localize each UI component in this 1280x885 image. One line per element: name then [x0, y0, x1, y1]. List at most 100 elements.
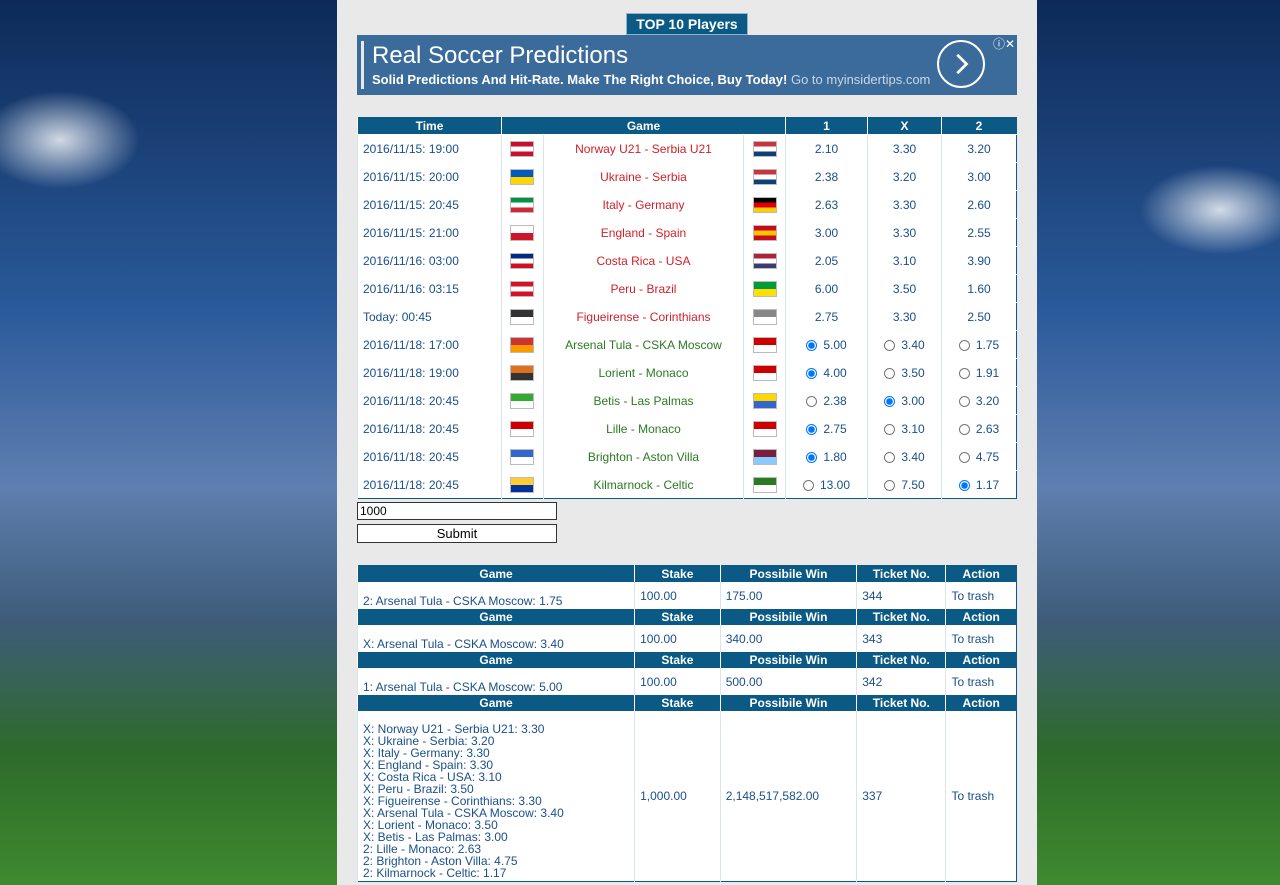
column-header: Stake — [634, 695, 721, 711]
ticket-row: X: Norway U21 - Serbia U21: 3.30 X: Ukrai… — [356, 711, 1017, 881]
ticket-action[interactable]: To trash — [945, 625, 1017, 652]
odd-cell: 3.30 — [867, 302, 942, 331]
odd-radio[interactable] — [806, 339, 818, 351]
match-row: 2016/11/16: 03:00 Costa Rica - USA 2.05 3.1… — [357, 246, 1017, 275]
team-flag — [510, 392, 535, 409]
odd-radio[interactable] — [884, 479, 896, 491]
ticket-game: X: Arsenal Tula - CSKA Moscow: 3.40 — [363, 637, 564, 651]
ticket-number: 344 — [856, 582, 946, 609]
ticket-game: X: Figueirense - Corinthians: 3.30 — [363, 793, 542, 808]
team-flag — [510, 364, 535, 381]
match-time: 2016/11/18: 20:45 — [357, 386, 502, 415]
top-players-button[interactable]: TOP 10 Players — [626, 13, 748, 35]
odd-radio[interactable] — [806, 451, 818, 463]
column-header: Ticket No. — [856, 565, 946, 582]
odd-radio[interactable] — [884, 367, 896, 379]
column-header: Action — [945, 609, 1017, 625]
odd-cell: 2.38 — [785, 162, 868, 191]
ad-close[interactable]: ⓘ✕ — [992, 37, 1015, 51]
odd-cell: 2.38 — [785, 386, 868, 415]
odd-value: 1.60 — [967, 281, 991, 296]
ticket-win: 500.00 — [719, 668, 857, 695]
odd-radio[interactable] — [884, 395, 896, 407]
ticket-action[interactable]: To trash — [945, 668, 1017, 695]
odd-cell: 1.91 — [941, 358, 1017, 387]
ticket-number: 342 — [856, 668, 946, 695]
home-flag-cell — [501, 218, 544, 247]
match-row: 2016/11/18: 20:45 Betis - Las Palmas 2.38 3… — [357, 386, 1017, 415]
match-game: Ukraine - Serbia — [542, 162, 744, 191]
odd-value: 1.80 — [823, 449, 847, 464]
match-time: 2016/11/16: 03:00 — [357, 246, 502, 275]
match-row: Today: 00:45 Figueirense - Corinthians 2.7… — [357, 302, 1017, 331]
ticket-games: X: Arsenal Tula - CSKA Moscow: 3.40 — [356, 625, 635, 652]
odd-cell: 2.63 — [785, 190, 868, 219]
ticket-game: 2: Brighton - Aston Villa: 4.75 — [363, 853, 518, 868]
away-flag-cell — [743, 414, 786, 443]
column-header: Stake — [634, 565, 721, 582]
match-row: 2016/11/18: 20:45 Kilmarnock - Celtic 13.0… — [357, 470, 1017, 499]
odd-cell: 3.00 — [785, 218, 868, 247]
odd-radio[interactable] — [958, 367, 970, 379]
away-flag-cell — [743, 358, 786, 387]
odd-value: 2.63 — [975, 421, 1000, 436]
odd-radio[interactable] — [958, 451, 970, 463]
odd-radio[interactable] — [884, 423, 896, 435]
home-flag-cell — [501, 386, 544, 415]
ticket-game: X: Italy - Germany: 3.30 — [363, 745, 490, 760]
odd-cell: 3.90 — [941, 246, 1017, 275]
odd-cell: 3.00 — [941, 162, 1017, 191]
odd-radio[interactable] — [958, 339, 970, 351]
odd-value: 3.00 — [967, 169, 991, 184]
odd-cell: 1.17 — [941, 470, 1017, 499]
ticket-header-row: Game Stake Possibile Win Ticket No. Action — [356, 652, 1017, 668]
submit-button[interactable]: Submit — [357, 524, 557, 543]
team-flag — [510, 140, 535, 157]
match-game: England - Spain — [542, 218, 744, 247]
away-flag-cell — [743, 274, 786, 303]
odd-value: 2.38 — [823, 393, 847, 408]
column-header: Possibile Win — [719, 652, 857, 668]
ad-title: Real Soccer Predictions — [372, 42, 629, 69]
match-time: 2016/11/15: 19:00 — [357, 134, 502, 163]
home-flag-cell — [501, 330, 544, 359]
odd-radio[interactable] — [884, 339, 896, 351]
odd-cell: 3.20 — [941, 386, 1017, 415]
ticket-number: 343 — [856, 625, 946, 652]
home-flag-cell — [501, 442, 544, 471]
ad-banner[interactable]: Real Soccer Predictions Solid Prediction… — [357, 35, 1017, 95]
odd-value: 13.00 — [819, 477, 851, 492]
home-flag-cell — [501, 162, 544, 191]
odd-radio[interactable] — [806, 367, 818, 379]
odd-value: 3.00 — [901, 393, 925, 408]
match-row: 2016/11/15: 19:00 Norway U21 - Serbia U21… — [357, 134, 1017, 163]
match-time: 2016/11/18: 19:00 — [357, 358, 502, 387]
odd-value: 2.75 — [823, 421, 847, 436]
ad-arrow[interactable] — [937, 40, 985, 88]
odd-value: 2.75 — [814, 309, 839, 324]
ticket-action[interactable]: To trash — [945, 582, 1017, 609]
ticket-win: 2,148,517,582.00 — [719, 711, 857, 881]
ticket-action[interactable]: To trash — [945, 711, 1017, 881]
odd-radio[interactable] — [806, 395, 818, 407]
odd-value: 3.20 — [967, 141, 991, 156]
content-column: TOP 10 Players Real Soccer Predictions S… — [337, 0, 1037, 885]
odd-radio[interactable] — [806, 423, 818, 435]
odd-radio[interactable] — [958, 395, 970, 407]
odd-value: 2.05 — [814, 253, 839, 268]
match-row: 2016/11/16: 03:15 Peru - Brazil 6.00 3.50 1.… — [357, 274, 1017, 303]
away-flag-cell — [743, 470, 786, 499]
odd-radio[interactable] — [958, 479, 970, 491]
match-game: Italy - Germany — [542, 190, 744, 219]
ad-link[interactable]: Go to myinsidertips.com — [790, 72, 931, 87]
odd-value: 3.50 — [892, 281, 917, 296]
odd-cell: 3.50 — [867, 274, 942, 303]
odd-radio[interactable] — [884, 451, 896, 463]
team-flag — [752, 448, 777, 465]
stake-input[interactable] — [357, 502, 557, 520]
match-time: 2016/11/15: 21:00 — [357, 218, 502, 247]
away-flag-cell — [743, 190, 786, 219]
odd-radio[interactable] — [958, 423, 970, 435]
odd-radio[interactable] — [802, 479, 814, 491]
